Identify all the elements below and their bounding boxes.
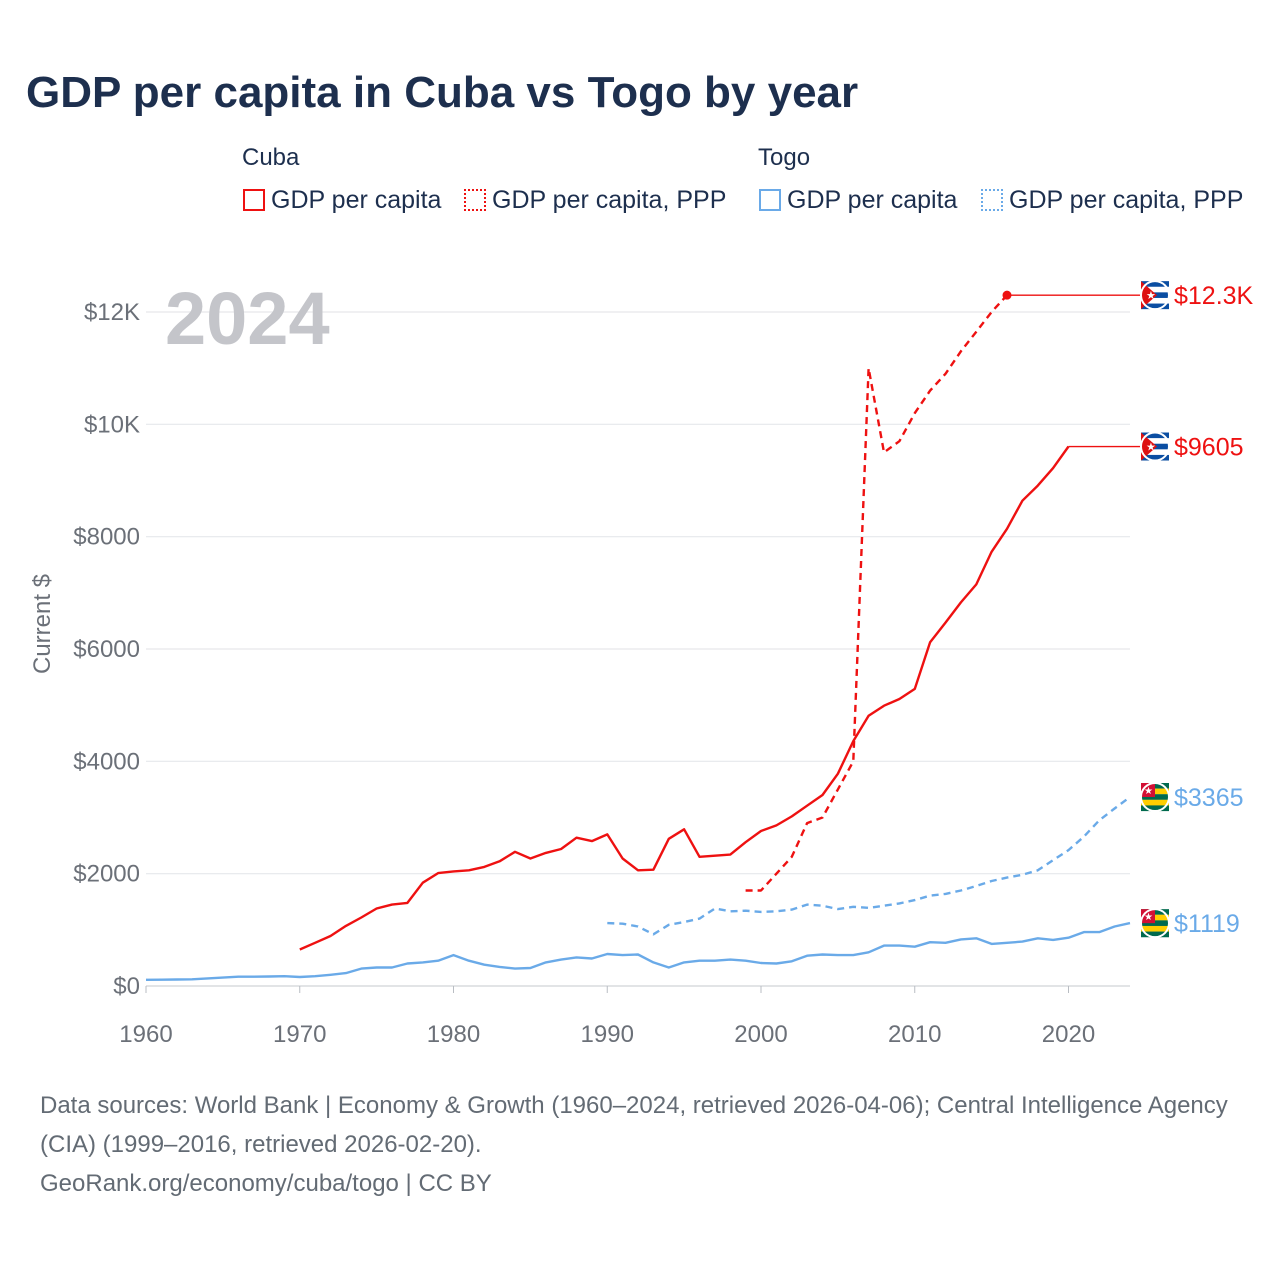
y-tick-label: $12K — [84, 299, 140, 326]
page-title: GDP per capita in Cuba vs Togo by year — [26, 68, 859, 117]
end-labels: ★ $9605 ★ $12.3K ★ $1119 ★ $3365 — [1002, 280, 1254, 939]
x-tick-label: 2000 — [734, 1021, 787, 1048]
legend-swatch-dotted — [464, 189, 486, 211]
x-tick-label: 1970 — [273, 1021, 326, 1048]
x-tick-label: 1980 — [427, 1021, 480, 1048]
series-line — [607, 796, 1131, 936]
y-tick-label: $8000 — [73, 524, 140, 551]
togo-flag-icon: ★ — [1140, 908, 1170, 939]
end-marker — [1002, 290, 1012, 300]
x-tick-label: 1990 — [581, 1021, 634, 1048]
line-chart: 2024 $0 $2000 $4000 $6000 $8000 $10K $12K 1960 1… — [29, 277, 1254, 1048]
end-value-label: $12.3K — [1174, 282, 1254, 310]
cuba-flag-triangle — [1141, 432, 1157, 461]
togo-flag-stripe — [1141, 925, 1169, 932]
cuba-flag-stripe — [1141, 281, 1169, 287]
legend-swatch-dotted — [981, 189, 1003, 211]
togo-flag-star: ★ — [1144, 786, 1153, 797]
legend-label: GDP per capita, PPP — [492, 185, 727, 214]
legend-item-cuba-gdp-ppp[interactable]: GDP per capita, PPP — [464, 185, 726, 215]
togo-flag-star: ★ — [1144, 912, 1153, 923]
credit-link[interactable]: GeoRank.org/economy/cuba/togo | CC BY — [40, 1170, 492, 1197]
flag-border — [1140, 781, 1170, 812]
year-watermark: 2024 — [165, 277, 330, 360]
series-line — [299, 445, 1070, 951]
togo-flag-stripe — [1141, 931, 1169, 938]
grid-lines — [146, 311, 1130, 987]
y-tick-label: $10K — [84, 411, 140, 438]
cuba-flag-stripe — [1141, 432, 1169, 439]
legend-swatch-solid — [243, 189, 265, 211]
axes: $0 $2000 $4000 $6000 $8000 $10K $12K 1960 1970 19… — [73, 299, 1095, 1048]
cuba-flag-stripe — [1141, 303, 1169, 310]
togo-flag-stripe — [1141, 805, 1169, 812]
legend-label: GDP per capita — [787, 185, 958, 214]
flag-border — [1140, 431, 1170, 462]
flag-border — [1140, 280, 1170, 311]
end-value-label: $3365 — [1174, 784, 1244, 812]
legend-swatch-solid — [759, 189, 781, 211]
legend-item-togo-gdp-ppp[interactable]: GDP per capita, PPP — [981, 185, 1243, 215]
cuba-flag-stripe — [1141, 454, 1169, 461]
data-sources: Data sources: World Bank | Economy & Gro… — [40, 1092, 1228, 1158]
togo-flag-stripe — [1141, 799, 1169, 806]
x-tick-label: 2020 — [1042, 1021, 1095, 1048]
x-tick-label: 1960 — [119, 1021, 172, 1048]
togo-flag-stripe — [1141, 920, 1169, 927]
cuba-flag-star: ★ — [1146, 290, 1156, 302]
legend-label: GDP per capita — [271, 185, 442, 214]
y-tick-label: $2000 — [73, 861, 140, 888]
y-tick-label: $4000 — [73, 748, 140, 775]
legend-group-cuba: Cuba — [242, 144, 300, 171]
series-lines — [145, 294, 1131, 981]
series-line — [745, 294, 1008, 892]
legend-label: GDP per capita, PPP — [1009, 185, 1244, 214]
y-tick-label: $6000 — [73, 636, 140, 663]
y-tick-label: $0 — [113, 973, 140, 1000]
legend-item-cuba-gdp[interactable]: GDP per capita — [243, 185, 441, 215]
y-axis-title: Current $ — [29, 574, 56, 674]
cuba-flag-triangle — [1141, 281, 1157, 310]
legend-item-togo-gdp[interactable]: GDP per capita — [759, 185, 957, 215]
cuba-flag-icon: ★ — [1140, 431, 1170, 462]
cuba-flag-star: ★ — [1146, 442, 1156, 454]
togo-flag-icon: ★ — [1140, 781, 1170, 812]
flag-border — [1140, 908, 1170, 939]
cuba-flag-icon: ★ — [1140, 280, 1170, 311]
footer: Data sources: World Bank | Economy & Gro… — [40, 1086, 1240, 1203]
x-tick-label: 2010 — [888, 1021, 941, 1048]
legend-group-togo: Togo — [758, 144, 811, 171]
series-line — [145, 921, 1131, 981]
end-value-label: $1119 — [1174, 910, 1240, 938]
togo-flag-stripe — [1141, 794, 1169, 800]
end-value-label: $9605 — [1174, 434, 1244, 462]
